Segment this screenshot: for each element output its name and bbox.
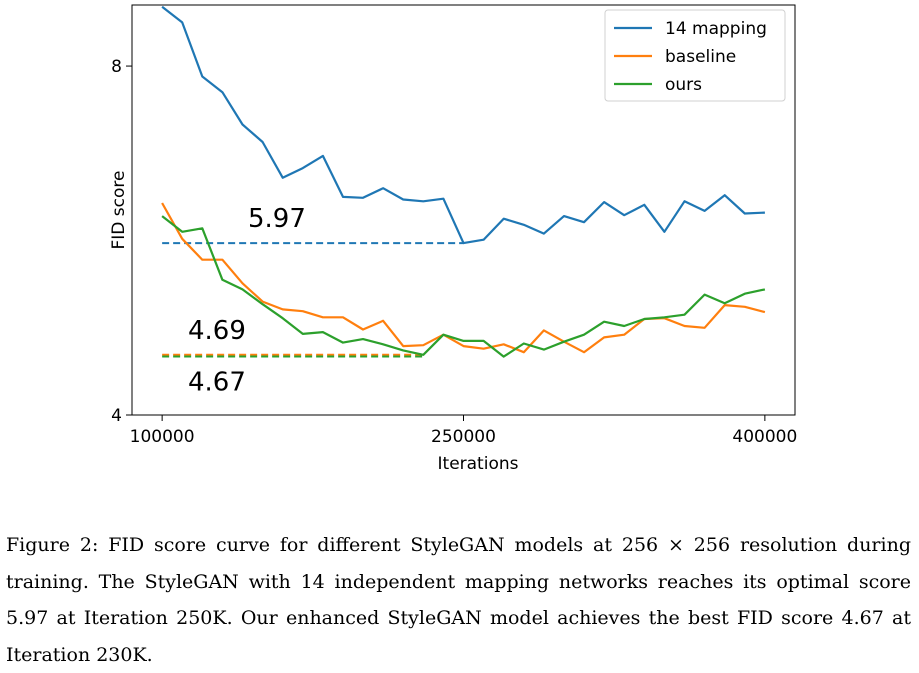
x-tick-label-0: 100000 — [130, 427, 195, 447]
series-line-2 — [161, 215, 766, 358]
reference-label-0: 5.97 — [248, 204, 306, 234]
x-tick-label-1: 250000 — [431, 427, 496, 447]
x-axis-label: Iterations — [438, 454, 519, 474]
fid-line-chart: 5.97 4.69 4.67 100000 250000 400000 4 8 Iterat… — [109, 4, 797, 474]
legend-label-2: ours — [665, 75, 702, 95]
legend: 14 mapping baseline ours — [604, 9, 786, 102]
reference-label-2: 4.67 — [188, 368, 246, 398]
series-line-0 — [161, 5, 765, 245]
y-tick-label-0: 4 — [111, 406, 122, 426]
y-tick-label-1: 8 — [111, 57, 122, 77]
axis-ticks: 100000 250000 400000 4 8 — [111, 57, 797, 447]
figure-caption: Figure 2: FID score curve for different … — [6, 534, 911, 666]
chart-svg: 5.97 4.69 4.67 100000 250000 400000 4 8 Iterat… — [109, 4, 797, 474]
legend-label-1: baseline — [665, 47, 736, 67]
legend-box — [604, 9, 786, 102]
y-axis-label: FID score — [109, 171, 129, 250]
x-tick-label-2: 400000 — [732, 427, 797, 447]
legend-items: 14 mapping baseline ours — [614, 19, 767, 95]
reference-lines — [162, 242, 464, 358]
reference-label-1: 4.69 — [188, 316, 246, 346]
series-lines — [161, 5, 766, 358]
reference-labels: 5.97 4.69 4.67 — [188, 204, 306, 397]
legend-label-0: 14 mapping — [665, 19, 767, 39]
